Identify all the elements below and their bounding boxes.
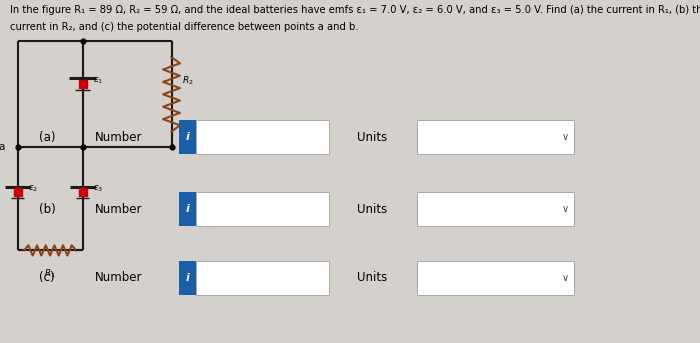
Text: Number: Number (94, 271, 142, 284)
FancyBboxPatch shape (196, 192, 329, 226)
Text: ∨: ∨ (562, 132, 569, 142)
Text: i: i (186, 204, 189, 214)
Text: Units: Units (357, 271, 387, 284)
FancyBboxPatch shape (178, 261, 196, 295)
FancyBboxPatch shape (196, 261, 329, 295)
Text: i: i (186, 132, 189, 142)
Text: ∨: ∨ (562, 273, 569, 283)
Text: (a): (a) (38, 131, 55, 144)
Text: a: a (0, 142, 5, 153)
Text: In the figure R₁ = 89 Ω, R₂ = 59 Ω, and the ideal batteries have emfs ε₁ = 7.0 V: In the figure R₁ = 89 Ω, R₂ = 59 Ω, and … (10, 5, 700, 15)
Text: Units: Units (357, 203, 387, 216)
Text: (c): (c) (38, 271, 54, 284)
Text: $R_1$: $R_1$ (44, 268, 56, 280)
FancyBboxPatch shape (196, 120, 329, 154)
Text: (b): (b) (38, 203, 55, 216)
Text: ∨: ∨ (562, 204, 569, 214)
Text: Units: Units (357, 131, 387, 144)
Text: $\varepsilon_3$: $\varepsilon_3$ (93, 184, 104, 194)
Text: i: i (186, 273, 189, 283)
FancyBboxPatch shape (416, 120, 574, 154)
Text: Number: Number (94, 131, 142, 144)
Text: Number: Number (94, 203, 142, 216)
FancyBboxPatch shape (178, 120, 196, 154)
Text: $\varepsilon_2$: $\varepsilon_2$ (28, 184, 38, 194)
Text: $R_2$: $R_2$ (182, 74, 194, 87)
FancyBboxPatch shape (178, 192, 196, 226)
Text: b: b (180, 142, 186, 153)
Text: $\varepsilon_1$: $\varepsilon_1$ (93, 75, 104, 86)
FancyBboxPatch shape (416, 192, 574, 226)
FancyBboxPatch shape (416, 261, 574, 295)
Text: current in R₂, and (c) the potential difference between points a and b.: current in R₂, and (c) the potential dif… (10, 22, 359, 32)
